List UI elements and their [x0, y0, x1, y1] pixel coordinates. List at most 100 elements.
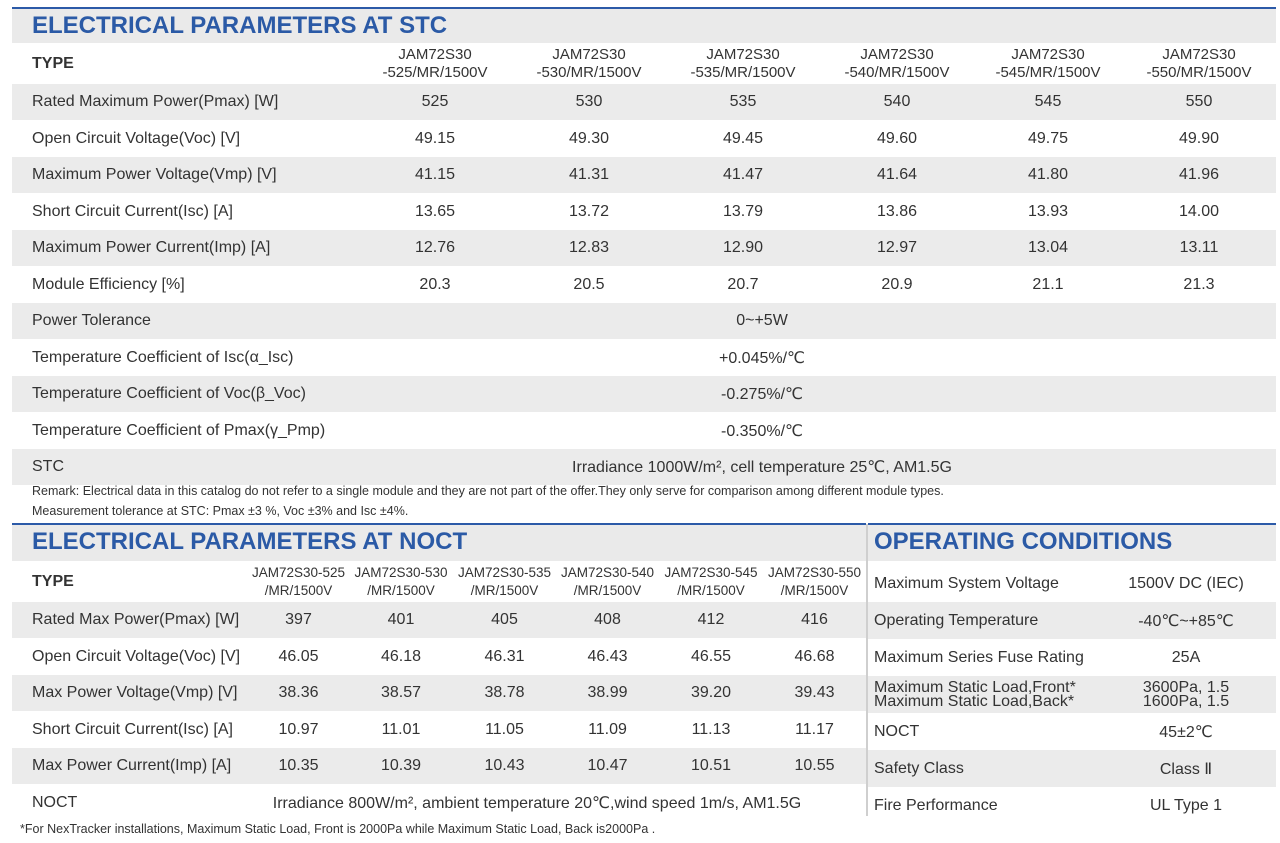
cell-value: 45±2℃	[1159, 723, 1213, 741]
cell-value: 20.5	[573, 275, 605, 293]
static-load-front-label: Maximum Static Load,Front*	[874, 678, 1076, 696]
noct-table: TYPE JAM72S30-525/MR/1500V JAM72S30-530/…	[12, 562, 866, 822]
noct-row-voc: Open Circuit Voltage(Voc) [V] 46.05 46.1…	[12, 638, 866, 675]
cell-value: 21.1	[1032, 275, 1064, 293]
cell-value: 20.7	[727, 275, 759, 293]
row-label: NOCT	[874, 722, 920, 740]
stc-row-temp-coeff-pmax: Temperature Coefficient of Pmax(γ_Pmp) -…	[12, 412, 1276, 449]
op-row-static-load: Maximum Static Load,Front* Maximum Stati…	[868, 676, 1276, 713]
row-label: Max Power Voltage(Vmp) [V]	[12, 675, 248, 711]
cell-value: 530	[512, 84, 666, 120]
cell-value: 10.43	[453, 748, 556, 784]
static-load-back-value: 1600Pa, 1.5	[1142, 692, 1230, 710]
cell-value: 13.86	[876, 202, 918, 220]
cell-value: 3600Pa, 1.5 1600Pa, 1.5	[1096, 676, 1276, 713]
cell-value: UL Type 1	[1149, 796, 1223, 814]
noct-type-row: TYPE JAM72S30-525/MR/1500V JAM72S30-530/…	[12, 562, 866, 602]
row-label: Fire Performance	[874, 796, 998, 814]
cell-value: 10.39	[349, 748, 453, 784]
cell-value: 41.47	[666, 157, 820, 193]
stc-model-header: JAM72S30 -545/MR/1500V	[974, 44, 1122, 84]
footnote: *For NexTracker installations, Maximum S…	[20, 822, 656, 836]
cell-value: 12.90	[666, 230, 820, 266]
noct-model-header: JAM72S30-530/MR/1500V	[349, 562, 453, 602]
cell-value: 405	[453, 602, 556, 638]
noct-row-noct: NOCT Irradiance 800W/m², ambient tempera…	[12, 784, 866, 822]
row-label: Maximum Power Voltage(Vmp) [V]	[12, 157, 358, 193]
cell-value: 46.68	[794, 647, 835, 665]
cell-value: -0.275%/℃	[358, 376, 1276, 412]
stc-model-header: JAM72S30 -530/MR/1500V	[512, 44, 666, 84]
stc-table: TYPE JAM72S30 -525/MR/1500V JAM72S30 -530/…	[12, 44, 1276, 485]
stc-tolerance-note: Measurement tolerance at STC: Pmax ±3 %,…	[32, 504, 409, 518]
cell-value: 12.76	[358, 230, 512, 266]
noct-model-header: JAM72S30-540/MR/1500V	[556, 562, 659, 602]
noct-model-header: JAM72S30-545/MR/1500V	[659, 562, 763, 602]
row-label: STC	[12, 449, 358, 485]
stc-row-stc: STC Irradiance 1000W/m², cell temperatur…	[12, 449, 1276, 485]
stc-row-imp: Maximum Power Current(Imp) [A] 12.76 12.…	[12, 230, 1276, 266]
cell-value: 13.79	[722, 202, 764, 220]
cell-value: 38.57	[349, 675, 453, 711]
stc-model-header: JAM72S30 -535/MR/1500V	[666, 44, 820, 84]
cell-value: 41.96	[1122, 157, 1276, 193]
row-label: NOCT	[32, 794, 78, 811]
cell-value: 11.05	[485, 720, 524, 738]
row-label: Power Tolerance	[12, 303, 358, 339]
stc-remark: Remark: Electrical data in this catalog …	[32, 484, 944, 498]
cell-value: 46.31	[484, 647, 525, 665]
row-label: Temperature Coefficient of Pmax(γ_Pmp)	[32, 421, 326, 439]
row-label: Rated Max Power(Pmax) [W]	[12, 602, 248, 638]
cell-value: 46.55	[690, 647, 732, 665]
cell-value: 13.72	[568, 202, 610, 220]
row-label: Short Circuit Current(Isc) [A]	[32, 720, 233, 738]
row-label: Temperature Coefficient of Voc(β_Voc)	[12, 376, 358, 412]
cell-value: 525	[358, 84, 512, 120]
cell-value: 38.99	[556, 675, 659, 711]
cell-value: +0.045%/℃	[718, 349, 806, 367]
row-label: Safety Class	[868, 750, 1096, 787]
noct-section-title: ELECTRICAL PARAMETERS AT NOCT	[12, 523, 866, 561]
stc-model-header: JAM72S30 -550/MR/1500V	[1122, 44, 1276, 84]
noct-row-pmax: Rated Max Power(Pmax) [W] 397 401 405 40…	[12, 602, 866, 638]
row-label: Short Circuit Current(Isc) [A]	[32, 202, 233, 220]
cell-value: 10.35	[248, 748, 349, 784]
cell-value: 49.60	[876, 129, 918, 147]
row-label: Module Efficiency [%]	[32, 275, 185, 293]
row-label: Max Power Current(Imp) [A]	[12, 748, 248, 784]
noct-row-vmp: Max Power Voltage(Vmp) [V] 38.36 38.57 3…	[12, 675, 866, 711]
cell-value: 41.31	[512, 157, 666, 193]
stc-row-efficiency: Module Efficiency [%] 20.3 20.5 20.7 20.…	[12, 266, 1276, 303]
cell-value: 10.51	[659, 748, 763, 784]
cell-value: 11.09	[588, 720, 627, 738]
cell-value: 46.43	[587, 647, 628, 665]
cell-value: 11.17	[795, 720, 834, 738]
stc-model-header: JAM72S30 -540/MR/1500V	[820, 44, 974, 84]
operating-table: Maximum System Voltage 1500V DC (IEC) Op…	[868, 565, 1276, 824]
cell-value: 20.9	[881, 275, 913, 293]
cell-value: 46.18	[380, 647, 422, 665]
op-row-noct: NOCT 45±2℃	[868, 713, 1276, 750]
cell-value: 401	[349, 602, 453, 638]
static-load-front-value: 3600Pa, 1.5	[1142, 678, 1230, 696]
row-label: Operating Temperature	[868, 602, 1096, 639]
cell-value: 49.45	[722, 129, 764, 147]
cell-value: 41.64	[820, 157, 974, 193]
noct-model-header: JAM72S30-535/MR/1500V	[453, 562, 556, 602]
op-row-fire-performance: Fire Performance UL Type 1	[868, 787, 1276, 824]
row-label: Maximum System Voltage	[874, 574, 1059, 592]
stc-row-temp-coeff-voc: Temperature Coefficient of Voc(β_Voc) -0…	[12, 376, 1276, 412]
stc-type-label: TYPE	[12, 44, 358, 84]
cell-value: 13.65	[414, 202, 456, 220]
row-label: Temperature Coefficient of Isc(α_Isc)	[32, 348, 294, 366]
cell-value: -40℃~+85℃	[1096, 602, 1276, 639]
row-label: Open Circuit Voltage(Voc) [V]	[32, 647, 241, 665]
cell-value: 46.05	[278, 647, 319, 665]
cell-value: 10.97	[278, 720, 319, 738]
cell-value: Irradiance 1000W/m², cell temperature 25…	[358, 449, 1276, 485]
cell-value: Irradiance 800W/m², ambient temperature …	[272, 795, 802, 812]
row-label: Maximum Power Current(Imp) [A]	[12, 230, 358, 266]
op-row-series-fuse: Maximum Series Fuse Rating 25A	[868, 639, 1276, 676]
cell-value: 10.55	[763, 748, 866, 784]
cell-value: 535	[666, 84, 820, 120]
